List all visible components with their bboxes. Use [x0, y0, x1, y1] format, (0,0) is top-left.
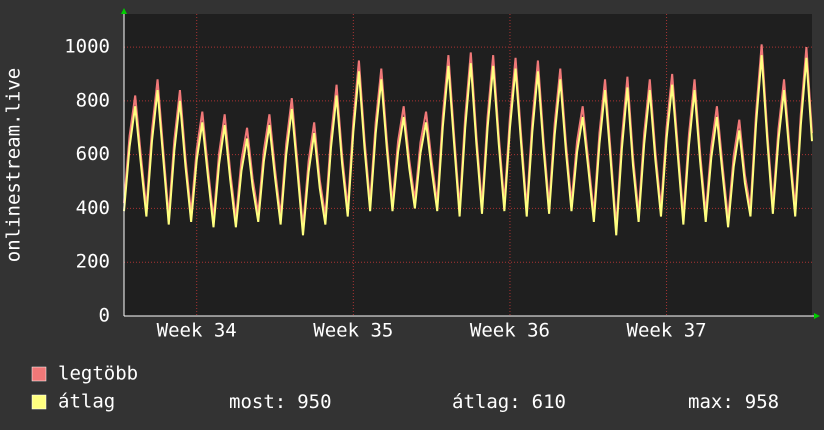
- legend-swatch: [31, 366, 47, 382]
- legend-label: legtöbb: [58, 363, 138, 385]
- stat-label: most:: [229, 391, 286, 413]
- stat: most: 950: [229, 391, 332, 413]
- y-tick-label: 800: [76, 89, 110, 111]
- series-line: [123, 55, 813, 236]
- lines: [123, 44, 813, 236]
- stat-value: 958: [745, 391, 779, 413]
- y-tick-label: 400: [76, 197, 110, 219]
- x-tick-label: Week 34: [157, 320, 237, 342]
- stat-value: 610: [532, 391, 566, 413]
- legend: legtöbb átlag most: 950 átlag: 610 max: 958: [31, 363, 779, 413]
- y-tick-label: 1000: [64, 36, 110, 58]
- y-tick-label: 600: [76, 143, 110, 165]
- stat-value: 950: [297, 391, 331, 413]
- stat-label: max:: [688, 391, 734, 413]
- legend-swatch: [31, 394, 47, 410]
- x-tick-label: Week 35: [313, 320, 393, 342]
- x-tick-label: Week 37: [627, 320, 707, 342]
- y-tick-label: 200: [76, 251, 110, 273]
- stat: átlag: 610: [452, 391, 566, 413]
- x-tick-label: Week 36: [470, 320, 550, 342]
- legend-label: átlag: [58, 391, 115, 413]
- stat-label: átlag:: [452, 391, 521, 413]
- y-axis-label: onlinestream.live: [3, 68, 25, 262]
- plot-area: [124, 14, 812, 316]
- y-tick-label: 0: [99, 305, 110, 327]
- stat: max: 958: [688, 391, 779, 413]
- axis-arrow: [814, 313, 820, 319]
- axis-arrow: [121, 8, 127, 14]
